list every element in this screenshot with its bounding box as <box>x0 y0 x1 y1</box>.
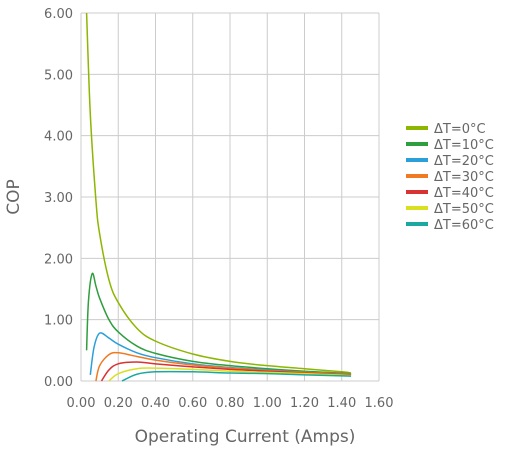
legend-label: ΔT=40°C <box>434 186 494 201</box>
x-tick-label: 1.00 <box>253 396 282 411</box>
series-line-10c <box>85 272 352 375</box>
y-tick-label: 1.00 <box>44 314 73 329</box>
y-tick-label: 2.00 <box>44 252 73 267</box>
legend-swatch <box>406 222 428 226</box>
y-tick-label: 5.00 <box>44 68 73 83</box>
legend-swatch <box>406 126 428 130</box>
x-tick-labels: 0.00 0.20 0.40 0.60 0.80 1.00 1.20 1.40 1.60 <box>67 396 394 411</box>
y-tick-labels: 0.00 1.00 2.00 3.00 4.00 5.00 6.00 <box>44 7 73 390</box>
legend-swatch <box>406 142 428 146</box>
y-tick-label: 3.00 <box>44 191 73 206</box>
x-tick-label: 0.20 <box>104 396 133 411</box>
legend-swatch <box>406 206 428 210</box>
legend-swatch <box>406 174 428 178</box>
x-axis-title: Operating Current (Amps) <box>135 427 356 447</box>
y-tick-label: 4.00 <box>44 130 73 145</box>
x-tick-label: 1.60 <box>365 396 394 411</box>
series-line-0c <box>85 12 352 374</box>
y-axis-title: COP <box>4 179 24 215</box>
y-tick-label: 0.00 <box>44 375 73 390</box>
y-gridlines <box>81 12 379 382</box>
series-lines <box>85 12 352 382</box>
x-tick-label: 1.20 <box>290 396 319 411</box>
series-line-60c <box>121 370 352 382</box>
legend-label: ΔT=30°C <box>434 170 494 185</box>
x-tick-label: 0.60 <box>178 396 207 411</box>
legend-label: ΔT=0°C <box>434 122 486 137</box>
legend: ΔT=0°CΔT=10°CΔT=20°CΔT=30°CΔT=40°CΔT=50°… <box>406 122 494 233</box>
legend-swatch <box>406 158 428 162</box>
legend-label: ΔT=20°C <box>434 154 494 169</box>
x-tick-label: 0.00 <box>67 396 96 411</box>
series-line-40c <box>100 361 352 382</box>
legend-label: ΔT=10°C <box>434 138 494 153</box>
legend-label: ΔT=60°C <box>434 218 494 233</box>
legend-swatch <box>406 190 428 194</box>
x-tick-label: 0.80 <box>216 396 245 411</box>
series-line-50c <box>108 367 352 382</box>
y-tick-label: 6.00 <box>44 7 73 22</box>
x-tick-label: 0.40 <box>141 396 170 411</box>
legend-label: ΔT=50°C <box>434 202 494 217</box>
x-tick-label: 1.40 <box>327 396 356 411</box>
